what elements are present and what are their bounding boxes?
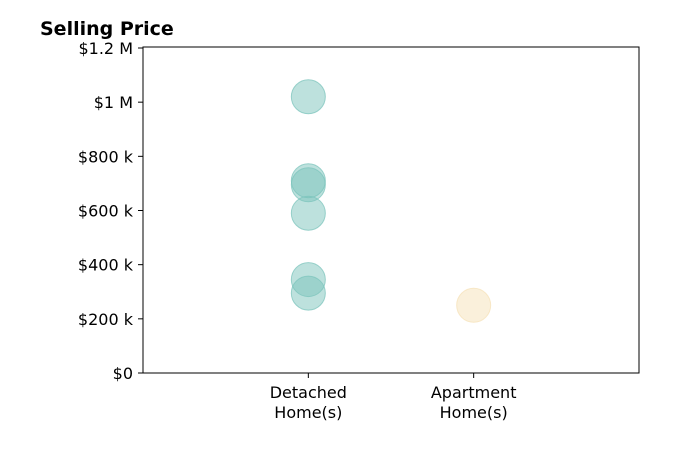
y-axis: $0 $200 k $400 k $600 k $800 k $1 M $1.2 M (78, 39, 143, 383)
y-tick-label: $1.2 M (78, 39, 133, 58)
data-point (290, 195, 326, 231)
y-tick-label: $600 k (78, 202, 134, 221)
y-tick-label: $0 (113, 364, 133, 383)
data-points (290, 79, 492, 323)
data-point (290, 79, 326, 115)
plot-area-frame (142, 46, 640, 374)
y-tick-label: $200 k (78, 310, 134, 329)
y-tick-label: $400 k (78, 256, 134, 275)
x-axis: Detached Home(s) Apartment Home(s) (270, 373, 517, 422)
y-tick-label: $800 k (78, 147, 134, 166)
data-point (290, 275, 326, 311)
chart-title: Selling Price (40, 18, 174, 40)
data-point (456, 287, 492, 323)
x-tick-label: Apartment Home(s) (431, 383, 517, 422)
y-tick-label: $1 M (94, 93, 133, 112)
x-tick-label: Detached Home(s) (270, 383, 347, 422)
